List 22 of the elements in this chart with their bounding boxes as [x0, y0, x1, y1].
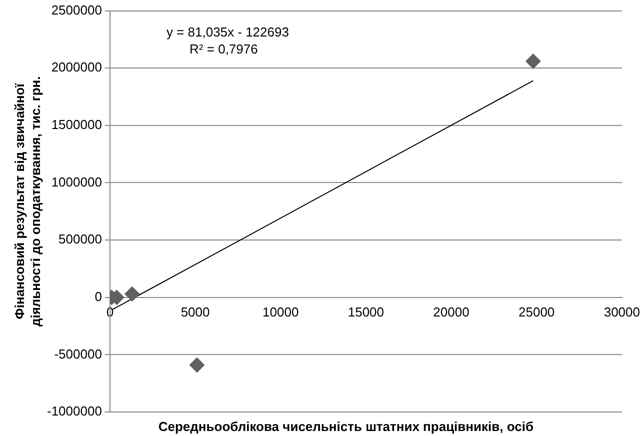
y-tick-label: -1000000 — [46, 404, 102, 419]
y-tick-label: 0 — [94, 288, 102, 304]
x-tick-label: 20000 — [433, 304, 470, 320]
x-tick-label: 25000 — [518, 304, 555, 320]
x-tick-label: 5000 — [180, 304, 210, 320]
annotation: y = 81,035x - 122693 — [166, 24, 289, 40]
y-tick-label: 500000 — [58, 232, 102, 247]
point — [189, 358, 204, 373]
y-axis-title: Фінансовий результат від звичайної діяльності до оподаткування, тис. грн. — [12, 76, 44, 327]
x-tick-label: 10000 — [262, 304, 299, 320]
x-axis-title: Середньооблікова чисельність штатних працівників, осіб — [158, 419, 534, 434]
x-tick-label: 30000 — [604, 304, 640, 320]
y-tick-label: 2500000 — [51, 2, 102, 18]
point — [124, 286, 140, 302]
annotation: R² = 0,7976 — [190, 41, 258, 56]
y-tick-label: -500000 — [54, 346, 102, 362]
point — [110, 290, 124, 305]
point — [526, 54, 541, 69]
x-tick-label: 15000 — [348, 304, 384, 320]
y-tick-label: 1000000 — [51, 174, 102, 190]
y-tick-label: 1500000 — [51, 117, 102, 132]
y-tick-label: 2000000 — [51, 60, 102, 75]
